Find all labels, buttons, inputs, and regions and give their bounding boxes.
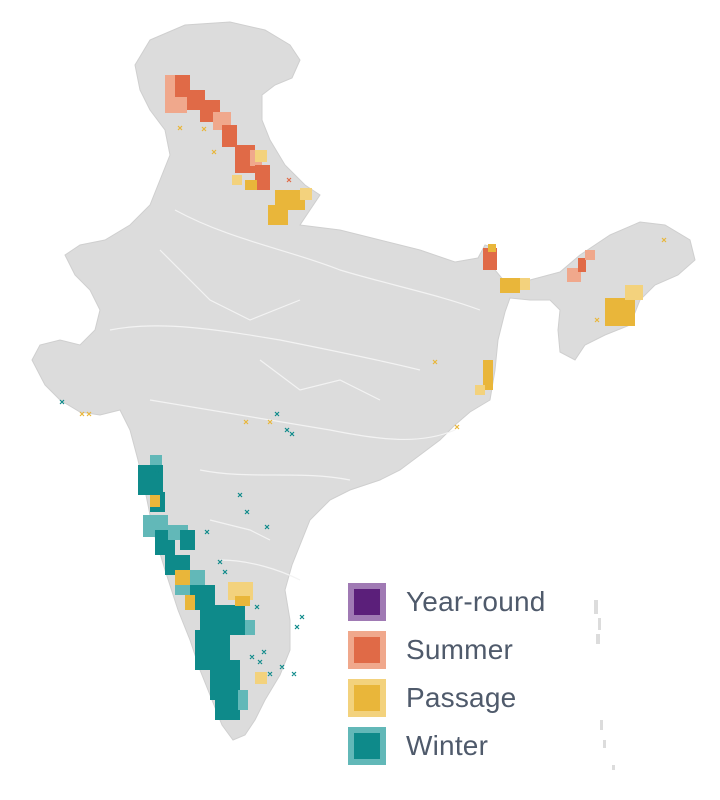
legend-item-passage: Passage <box>348 674 608 722</box>
legend-label: Passage <box>406 682 517 713</box>
map-legend: Year-round Summer Passage Winter <box>348 578 608 770</box>
winter-swatch <box>348 727 386 765</box>
winter-range-south <box>138 455 255 720</box>
ranges-northeast <box>483 244 643 326</box>
summer-swatch <box>348 631 386 669</box>
rivers-and-borders <box>109 209 481 581</box>
legend-label: Summer <box>406 634 513 665</box>
andaman-islands <box>594 600 615 770</box>
legend-label: Year-round <box>406 586 546 617</box>
legend-item-summer: Summer <box>348 626 608 674</box>
legend-item-year-round: Year-round <box>348 578 608 626</box>
legend-label: Winter <box>406 730 489 761</box>
passage-range-north <box>232 150 312 225</box>
year-round-swatch <box>348 583 386 621</box>
passage-range-south <box>150 495 267 684</box>
legend-item-winter: Winter <box>348 722 608 770</box>
passage-swatch <box>348 679 386 717</box>
observation-markers <box>59 125 667 677</box>
passage-east-coast <box>475 360 493 395</box>
